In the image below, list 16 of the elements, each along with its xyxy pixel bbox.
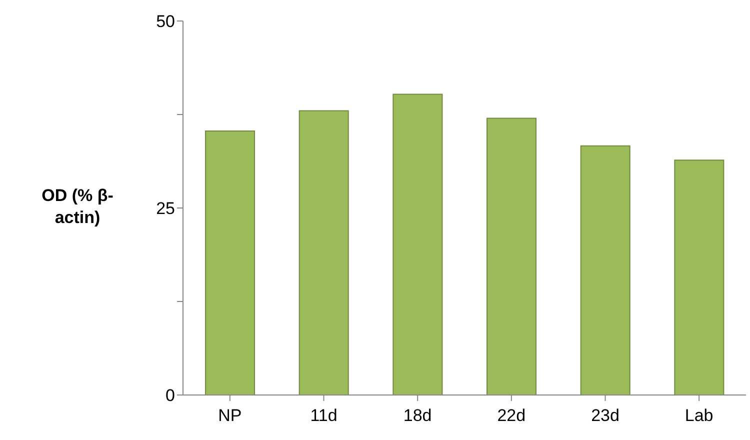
bar <box>205 130 256 395</box>
bar <box>674 160 724 395</box>
bar <box>580 145 630 395</box>
x-tick-label: NP <box>218 406 242 426</box>
y-tick-label: 50 <box>156 12 175 32</box>
x-tick-label: 22d <box>497 406 526 426</box>
y-tick-label: 25 <box>156 199 175 218</box>
bar <box>298 110 349 395</box>
x-tick-label: 23d <box>591 406 620 426</box>
y-axis-title: OD (% β-actin) <box>40 185 114 229</box>
x-tick-label: 11d <box>310 406 338 426</box>
y-tick-label: 0 <box>166 386 175 406</box>
x-tick-label: Lab <box>684 406 714 426</box>
bar <box>486 118 537 395</box>
bar <box>392 94 443 395</box>
x-tick-label: 18d <box>403 406 432 426</box>
